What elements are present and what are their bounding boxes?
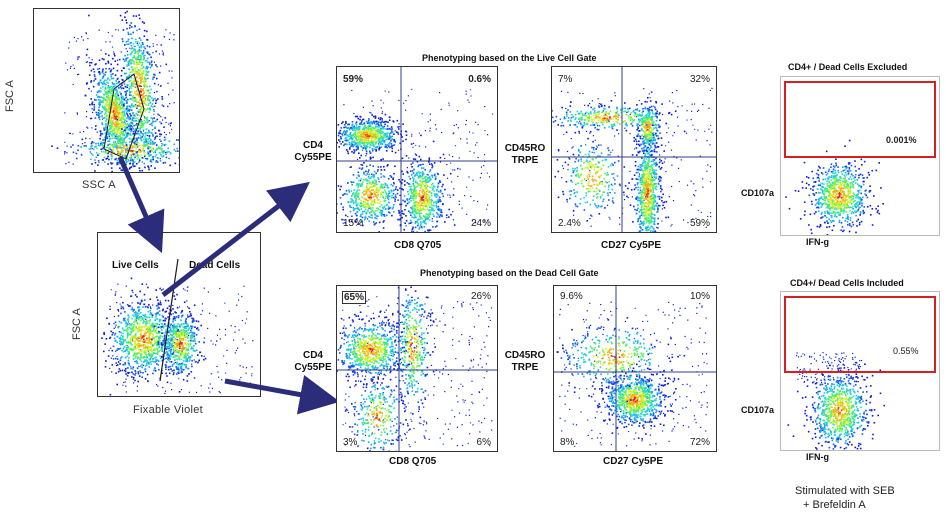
live-cells-label: Live Cells	[112, 260, 159, 271]
live-dead-xlabel: Fixable Violet	[133, 404, 204, 416]
quadrant-bl: 8%	[560, 437, 575, 448]
dead-cd4-ylabel: CD4 Cy55PE	[293, 350, 333, 374]
arrow-gate-to-live-dead	[117, 155, 165, 254]
live-dead-plot	[97, 232, 261, 397]
quadrant-br: 59%	[689, 218, 710, 229]
quadrant-br: 72%	[689, 437, 710, 448]
ylabel-line-2: Cy55PE	[294, 362, 332, 373]
quadrant-bl: 15%	[343, 218, 364, 229]
excluded-plot: 0.001%	[780, 76, 940, 236]
ylabel-line-1: CD45RO	[504, 143, 546, 154]
live-cd45-ylabel: CD45RO TRPE	[500, 143, 550, 167]
quadrant-tl: 9.6%	[560, 291, 583, 302]
ylabel-line-1: CD45RO	[504, 350, 546, 361]
excluded-title: CD4+ / Dead Cells Excluded	[788, 62, 908, 72]
ylabel-line-2: Cy55PE	[294, 152, 332, 163]
footnote-line-2: + Brefeldin A	[803, 499, 866, 511]
dead-cells-label: Dead Cells	[189, 260, 241, 271]
dead-cd27-xlabel: CD27 Cy5PE	[603, 456, 664, 467]
ylabel-line-1: CD4	[302, 140, 323, 151]
dead-gate-title: Phenotyping based on the Dead Cell Gate	[420, 268, 599, 278]
quadrant-tl: 7%	[558, 74, 573, 85]
live-cd4-cd8-plot: 59% 0.6% 15% 24%	[336, 66, 498, 233]
ylabel-line-1: CD4	[302, 350, 323, 361]
quadrant-tr: 0.6%	[468, 74, 491, 85]
included-ylabel: CD107a	[741, 405, 775, 415]
gate-value: 0.55%	[893, 346, 919, 356]
live-cd45-cd27-density	[552, 67, 716, 232]
dead-cd4-cd8-density	[337, 286, 497, 451]
footnote-line-1: Stimulated with SEB	[795, 485, 895, 497]
ylabel-line-2: TRPE	[511, 155, 539, 166]
excluded-density	[784, 81, 936, 235]
dead-cd4-cd8-plot: 65% 26% 3% 6%	[336, 285, 498, 452]
live-cd27-xlabel: CD27 Cy5PE	[601, 240, 662, 251]
included-density	[784, 296, 936, 450]
live-cd4-cd8-density	[337, 67, 497, 232]
quadrant-tl: 59%	[343, 74, 364, 85]
dead-cd45-ylabel: CD45RO TRPE	[500, 350, 550, 374]
dead-cd45-cd27-plot: 9.6% 10% 8% 72%	[553, 285, 717, 452]
quadrant-br: 24%	[470, 218, 491, 229]
quadrant-tr: 26%	[470, 291, 491, 302]
live-cd8-xlabel: CD8 Q705	[394, 240, 442, 251]
live-gate-title: Phenotyping based on the Live Cell Gate	[422, 53, 597, 63]
excluded-ylabel: CD107a	[741, 188, 775, 198]
included-xlabel: IFN-g	[806, 452, 829, 462]
quadrant-br: 6%	[476, 437, 491, 448]
fsc-ssc-plot	[33, 8, 180, 173]
live-cd4-ylabel: CD4 Cy55PE	[293, 140, 333, 164]
dead-cd45-cd27-density	[554, 286, 716, 451]
live-dead-density	[101, 258, 254, 396]
dead-cd8-xlabel: CD8 Q705	[389, 456, 437, 467]
arrow-live-to-phenotyping	[161, 181, 310, 297]
included-plot: 0.55%	[780, 291, 940, 451]
excluded-xlabel: IFN-g	[806, 237, 829, 247]
quadrant-bl: 3%	[343, 437, 358, 448]
quadrant-tl: 65%	[342, 291, 367, 304]
included-title: CD4+/ Dead Cells Included	[790, 278, 904, 288]
gate-value: 0.001%	[886, 135, 917, 145]
ylabel-line-2: TRPE	[511, 362, 539, 373]
live-cd45-cd27-plot: 7% 32% 2.4% 59%	[551, 66, 717, 233]
footnote: Stimulated with SEB + Brefeldin A	[795, 484, 895, 512]
quadrant-tr: 10%	[689, 291, 710, 302]
arrow-dead-to-phenotyping	[224, 374, 340, 415]
quadrant-bl: 2.4%	[558, 218, 581, 229]
quadrant-tr: 32%	[689, 74, 710, 85]
fsc-ssc-xlabel: SSC A	[82, 179, 116, 191]
fsc-ssc-density	[51, 10, 179, 172]
